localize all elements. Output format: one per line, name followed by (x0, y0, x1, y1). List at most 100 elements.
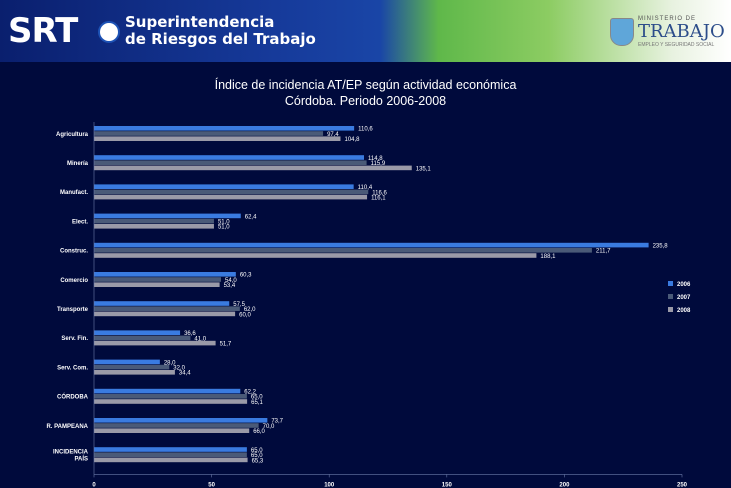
bar-2008 (94, 311, 236, 317)
ministry-shield-icon (610, 18, 634, 46)
bar-2006 (94, 330, 181, 335)
category-label: Minería (67, 161, 89, 167)
value-label: 32,0 (173, 366, 185, 372)
value-label: 65,0 (251, 395, 263, 401)
ministry-label: MINISTERIO DE (638, 16, 697, 22)
bar-2007 (94, 189, 369, 195)
value-label: 62,2 (244, 390, 256, 396)
bar-2006 (94, 301, 230, 306)
bar-2007 (94, 394, 247, 399)
bar-2008 (94, 194, 368, 200)
legend-swatch-2006 (668, 281, 673, 286)
bar-2007 (94, 248, 592, 253)
value-label: 54,0 (225, 278, 237, 284)
bar-2008 (94, 399, 248, 404)
bar-2008 (94, 428, 250, 433)
value-label: 36,6 (184, 331, 196, 337)
bar-2007 (94, 452, 247, 457)
bar-2006 (94, 418, 268, 423)
bar-2007 (94, 277, 222, 282)
srt-logo: SRT (8, 11, 78, 51)
value-label: 65,1 (251, 400, 263, 406)
category-label: INCIDENCIA (53, 450, 89, 456)
value-label: 235,8 (653, 244, 669, 250)
value-label: 110,4 (358, 185, 373, 191)
chart-subtitle: Córdoba. Periodo 2006-2008 (284, 94, 447, 108)
legend-swatch-2007 (668, 294, 673, 299)
value-label: 60,3 (240, 273, 252, 279)
bar-2008 (94, 165, 412, 171)
value-label: 51,0 (218, 225, 230, 231)
bar-2006 (94, 447, 247, 452)
bar-2006 (94, 242, 649, 248)
bar-2007 (94, 131, 324, 136)
value-label: 188,1 (540, 254, 556, 260)
value-label: 28,0 (164, 360, 176, 366)
value-label: 115,9 (371, 161, 386, 167)
ministry-subtitle: EMPLEO Y SEGURIDAD SOCIAL (638, 42, 715, 48)
category-label: CÓRDOBA (57, 393, 89, 401)
bar-2007 (94, 306, 240, 311)
value-label: 53,4 (224, 283, 236, 289)
category-label: Agricultura (56, 132, 89, 138)
x-tick-label: 0 (92, 482, 96, 488)
value-label: 135,1 (416, 166, 432, 172)
bar-2008 (94, 253, 537, 258)
bar-2006 (94, 155, 365, 160)
bar-2006 (94, 359, 160, 365)
legend-label: 2008 (677, 308, 691, 314)
legend-label: 2006 (677, 282, 691, 288)
bar-2007 (94, 160, 367, 165)
value-label: 65,0 (251, 453, 263, 459)
category-label: R. PAMPEANA (46, 424, 88, 430)
value-label: 62,4 (245, 214, 257, 220)
value-label: 51,0 (218, 220, 230, 226)
x-tick-label: 250 (677, 482, 688, 488)
org-name-line2: de Riesgos del Trabajo (125, 30, 316, 48)
x-tick-label: 150 (442, 482, 453, 488)
bar-2007 (94, 218, 214, 224)
value-label: 66,0 (253, 429, 265, 435)
bar-2006 (94, 213, 241, 219)
value-label: 65,0 (251, 448, 263, 454)
value-label: 116,1 (371, 196, 386, 202)
value-label: 34,4 (179, 371, 191, 377)
value-label: 60,0 (239, 312, 251, 318)
legend-swatch-2008 (668, 307, 673, 312)
value-label: 110,6 (358, 127, 373, 133)
x-tick-label: 50 (208, 482, 215, 488)
bar-2006 (94, 184, 354, 189)
bar-2006 (94, 126, 355, 131)
bar-2007 (94, 335, 191, 341)
banner-green-band (0, 0, 731, 62)
bar-2008 (94, 136, 341, 141)
value-label: 114,8 (368, 156, 383, 162)
chart-title: Índice de incidencia AT/EP según activid… (214, 78, 517, 92)
bar-2008 (94, 457, 248, 463)
org-name-line1: Superintendencia (125, 13, 275, 31)
value-label: 73,7 (271, 419, 283, 425)
value-label: 70,0 (263, 424, 275, 430)
bar-2007 (94, 364, 170, 370)
value-label: 62,0 (244, 307, 256, 313)
bar-2006 (94, 272, 236, 277)
value-label: 51,7 (220, 342, 232, 348)
value-label: 57,5 (233, 302, 245, 308)
bar-2006 (94, 388, 241, 394)
value-label: 104,8 (344, 137, 360, 143)
bar-2008 (94, 340, 216, 346)
category-label: Elect. (72, 219, 88, 225)
bar-2007 (94, 423, 259, 428)
category-label: PAÍS (74, 455, 88, 463)
ministry-name: TRABAJO (638, 21, 725, 42)
x-tick-label: 200 (559, 482, 570, 488)
bar-2008 (94, 370, 175, 375)
category-label: Serv. Fin. (61, 336, 88, 342)
globe-icon (98, 21, 120, 43)
bar-2008 (94, 224, 214, 229)
category-label: Comercio (60, 278, 88, 284)
bar-2008 (94, 282, 220, 287)
legend-label: 2007 (677, 295, 691, 301)
value-label: 65,3 (252, 458, 264, 464)
